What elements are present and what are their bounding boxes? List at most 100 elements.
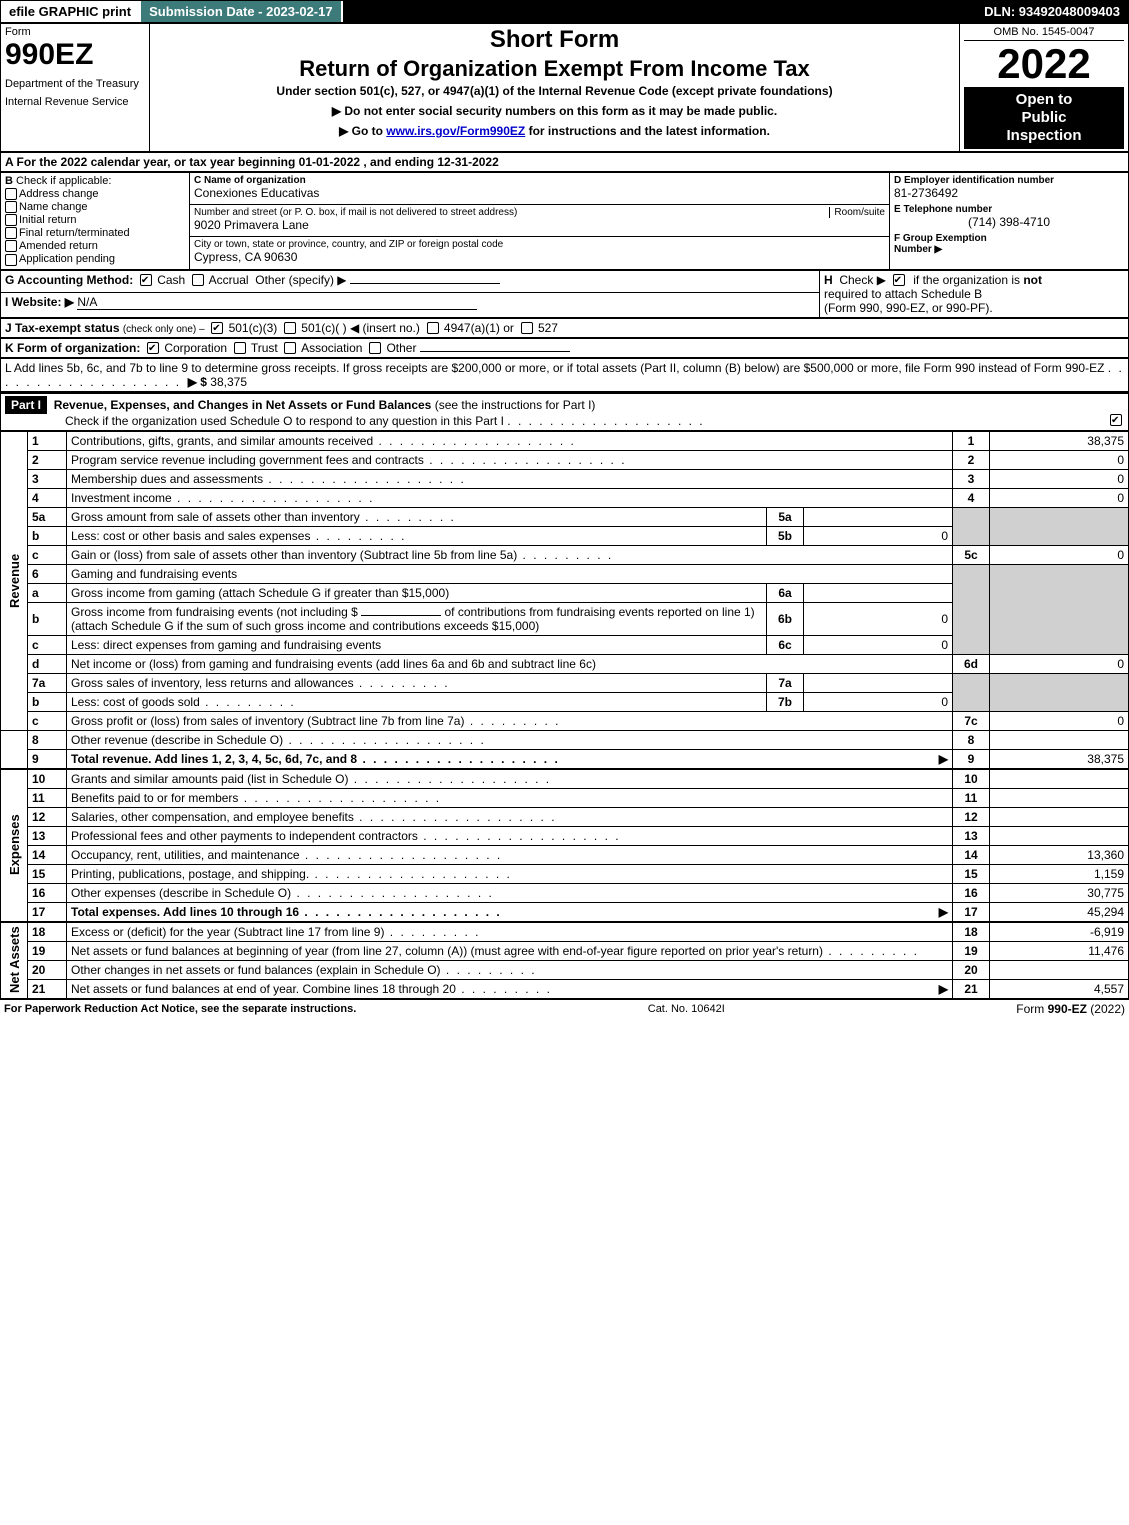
ln-1: 1: [28, 431, 67, 450]
chk-amended-return[interactable]: [5, 240, 17, 252]
d-8: Other revenue (describe in Schedule O): [71, 733, 486, 747]
sub-6c: 6c: [767, 635, 804, 654]
num-7c: 7c: [953, 711, 990, 730]
d-6d: Net income or (loss) from gaming and fun…: [67, 654, 953, 673]
k-o4: Other: [386, 341, 416, 355]
chk-schedule-o[interactable]: [1110, 414, 1122, 426]
d-7a: Gross sales of inventory, less returns a…: [71, 676, 450, 690]
open-public-badge: Open to Public Inspection: [964, 87, 1124, 149]
ln-2: 2: [28, 450, 67, 469]
val-16: 30,775: [990, 883, 1129, 902]
submission-date: Submission Date - 2023-02-17: [141, 1, 343, 22]
arrow-21: ▶: [939, 982, 948, 996]
b-label: B: [5, 175, 13, 187]
l-text: L Add lines 5b, 6c, and 7b to line 9 to …: [5, 361, 1104, 375]
shade-7: [953, 673, 990, 711]
d-18: Excess or (deficit) for the year (Subtra…: [71, 925, 480, 939]
section-h: H Check ▶ if the organization is not req…: [820, 270, 1129, 317]
chk-trust[interactable]: [234, 342, 246, 354]
chk-assoc[interactable]: [284, 342, 296, 354]
chk-initial-return[interactable]: [5, 214, 17, 226]
tax-year: 2022: [964, 43, 1124, 85]
num-6d: 6d: [953, 654, 990, 673]
section-c-street: Number and street (or P. O. box, if mail…: [190, 205, 890, 237]
d-2: Program service revenue including govern…: [71, 453, 627, 467]
num-21: 21: [953, 979, 990, 998]
num-17: 17: [953, 902, 990, 921]
section-c-city: City or town, state or province, country…: [190, 237, 890, 269]
ln-5b: b: [28, 526, 67, 545]
d-10: Grants and similar amounts paid (list in…: [71, 772, 551, 786]
ln-7a: 7a: [28, 673, 67, 692]
footer: For Paperwork Reduction Act Notice, see …: [0, 999, 1129, 1018]
shade-5: [953, 507, 990, 545]
subtitle: Under section 501(c), 527, or 4947(a)(1)…: [154, 84, 955, 98]
h-label: H: [824, 273, 833, 287]
ln-6: 6: [28, 564, 67, 583]
val-11: [990, 788, 1129, 807]
chk-application-pending[interactable]: [5, 254, 17, 266]
d-15: Printing, publications, postage, and shi…: [71, 867, 512, 881]
chk-address-change[interactable]: [5, 188, 17, 200]
d-6b: Gross income from fundraising events (no…: [67, 602, 767, 635]
chk-final-return[interactable]: [5, 227, 17, 239]
val-12: [990, 807, 1129, 826]
d-17: Total expenses. Add lines 10 through 16: [71, 905, 502, 919]
ln-18: 18: [28, 922, 67, 941]
chk-other-org[interactable]: [369, 342, 381, 354]
ln-16: 16: [28, 883, 67, 902]
val-19: 11,476: [990, 941, 1129, 960]
header-right: OMB No. 1545-0047 2022 Open to Public In…: [960, 24, 1129, 152]
val-18: -6,919: [990, 922, 1129, 941]
part1-so-dots: [507, 414, 704, 428]
chk-501c[interactable]: [284, 322, 296, 334]
part1-tag: Part I: [5, 396, 47, 414]
opt-name: Name change: [19, 201, 88, 213]
i-label: I Website: ▶: [5, 295, 74, 309]
val-7c: 0: [990, 711, 1129, 730]
chk-h[interactable]: [893, 274, 905, 286]
efile-print[interactable]: efile GRAPHIC print: [1, 1, 141, 22]
sub-5b: 5b: [767, 526, 804, 545]
shade-7v: [990, 673, 1129, 711]
d-4: Investment income: [71, 491, 374, 505]
omb-number: OMB No. 1545-0047: [964, 26, 1124, 41]
section-j: J Tax-exempt status (check only one) ‒ 5…: [0, 318, 1129, 338]
chk-corp[interactable]: [147, 342, 159, 354]
footer-left: For Paperwork Reduction Act Notice, see …: [4, 1003, 356, 1015]
val-9: 38,375: [990, 749, 1129, 768]
shade-5v: [990, 507, 1129, 545]
chk-cash[interactable]: [140, 274, 152, 286]
ln-13: 13: [28, 826, 67, 845]
short-form-title: Short Form: [154, 26, 955, 54]
dept-treasury: Department of the Treasury: [5, 78, 145, 90]
main-title: Return of Organization Exempt From Incom…: [154, 56, 955, 82]
j-o3: 4947(a)(1) or: [444, 321, 514, 335]
c-label: C Name of organization: [194, 175, 885, 186]
val-20: [990, 960, 1129, 979]
sub-7b: 7b: [767, 692, 804, 711]
chk-501c3[interactable]: [211, 322, 223, 334]
g-other-blank[interactable]: [350, 283, 500, 284]
chk-name-change[interactable]: [5, 201, 17, 213]
blank-6b[interactable]: [361, 615, 441, 616]
d-6a: Gross income from gaming (attach Schedul…: [67, 583, 767, 602]
num-13: 13: [953, 826, 990, 845]
irs-link[interactable]: www.irs.gov/Form990EZ: [386, 124, 525, 138]
val-15: 1,159: [990, 864, 1129, 883]
chk-527[interactable]: [521, 322, 533, 334]
ln-4: 4: [28, 488, 67, 507]
d-7b: Less: cost of goods sold: [71, 695, 296, 709]
j-note: (check only one) ‒: [123, 324, 205, 335]
header-left: Form 990EZ Department of the Treasury In…: [1, 24, 150, 152]
website-value: N/A: [77, 295, 477, 310]
d-7c: Gross profit or (loss) from sales of inv…: [71, 714, 561, 728]
chk-accrual[interactable]: [192, 274, 204, 286]
k-other-blank[interactable]: [420, 351, 570, 352]
section-l: L Add lines 5b, 6c, and 7b to line 9 to …: [0, 358, 1129, 392]
chk-4947[interactable]: [427, 322, 439, 334]
ln-19: 19: [28, 941, 67, 960]
ln-15: 15: [28, 864, 67, 883]
num-4: 4: [953, 488, 990, 507]
h-text3: required to attach Schedule B: [824, 287, 982, 301]
